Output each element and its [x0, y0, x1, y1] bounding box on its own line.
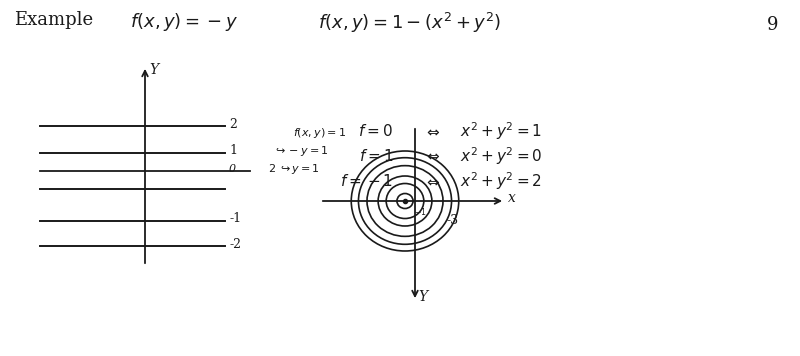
Text: $\hookrightarrow -y{=}1$: $\hookrightarrow -y{=}1$ [273, 144, 329, 158]
Text: -3: -3 [447, 214, 459, 227]
Text: Y: Y [418, 290, 427, 304]
Text: $\Leftrightarrow$: $\Leftrightarrow$ [425, 149, 442, 163]
Text: $2\;\hookrightarrow y{=}1$: $2\;\hookrightarrow y{=}1$ [268, 162, 320, 176]
Text: $\Leftrightarrow$: $\Leftrightarrow$ [425, 174, 442, 188]
Text: $x^2 + y^2 = 0$: $x^2 + y^2 = 0$ [460, 145, 542, 167]
Text: Example: Example [14, 11, 93, 29]
Text: $f = -1$: $f = -1$ [340, 173, 393, 189]
Text: $f = 1$: $f = 1$ [358, 148, 393, 164]
Text: x: x [508, 191, 516, 205]
Text: $\Leftrightarrow$: $\Leftrightarrow$ [425, 124, 442, 138]
Text: $x^2 + y^2 = 2$: $x^2 + y^2 = 2$ [460, 170, 542, 192]
Text: Y: Y [149, 63, 158, 77]
Text: 2: 2 [229, 117, 237, 131]
Text: $f(x,y) = 1-(x^2+y^2)$: $f(x,y) = 1-(x^2+y^2)$ [318, 11, 501, 35]
Text: -2: -2 [229, 237, 241, 251]
Text: 0: 0 [229, 164, 236, 174]
Text: 1: 1 [229, 145, 237, 157]
Text: $f(x,y) = -y$: $f(x,y) = -y$ [130, 11, 238, 33]
Text: -1: -1 [229, 213, 241, 225]
Text: $f(x,y){=}1$: $f(x,y){=}1$ [293, 126, 346, 140]
Text: 9: 9 [766, 16, 778, 34]
Text: $f = 0$: $f = 0$ [358, 123, 393, 139]
Text: $x^2 + y^2 = 1$: $x^2 + y^2 = 1$ [460, 120, 542, 142]
Text: $^{-1}$: $^{-1}$ [414, 208, 426, 218]
